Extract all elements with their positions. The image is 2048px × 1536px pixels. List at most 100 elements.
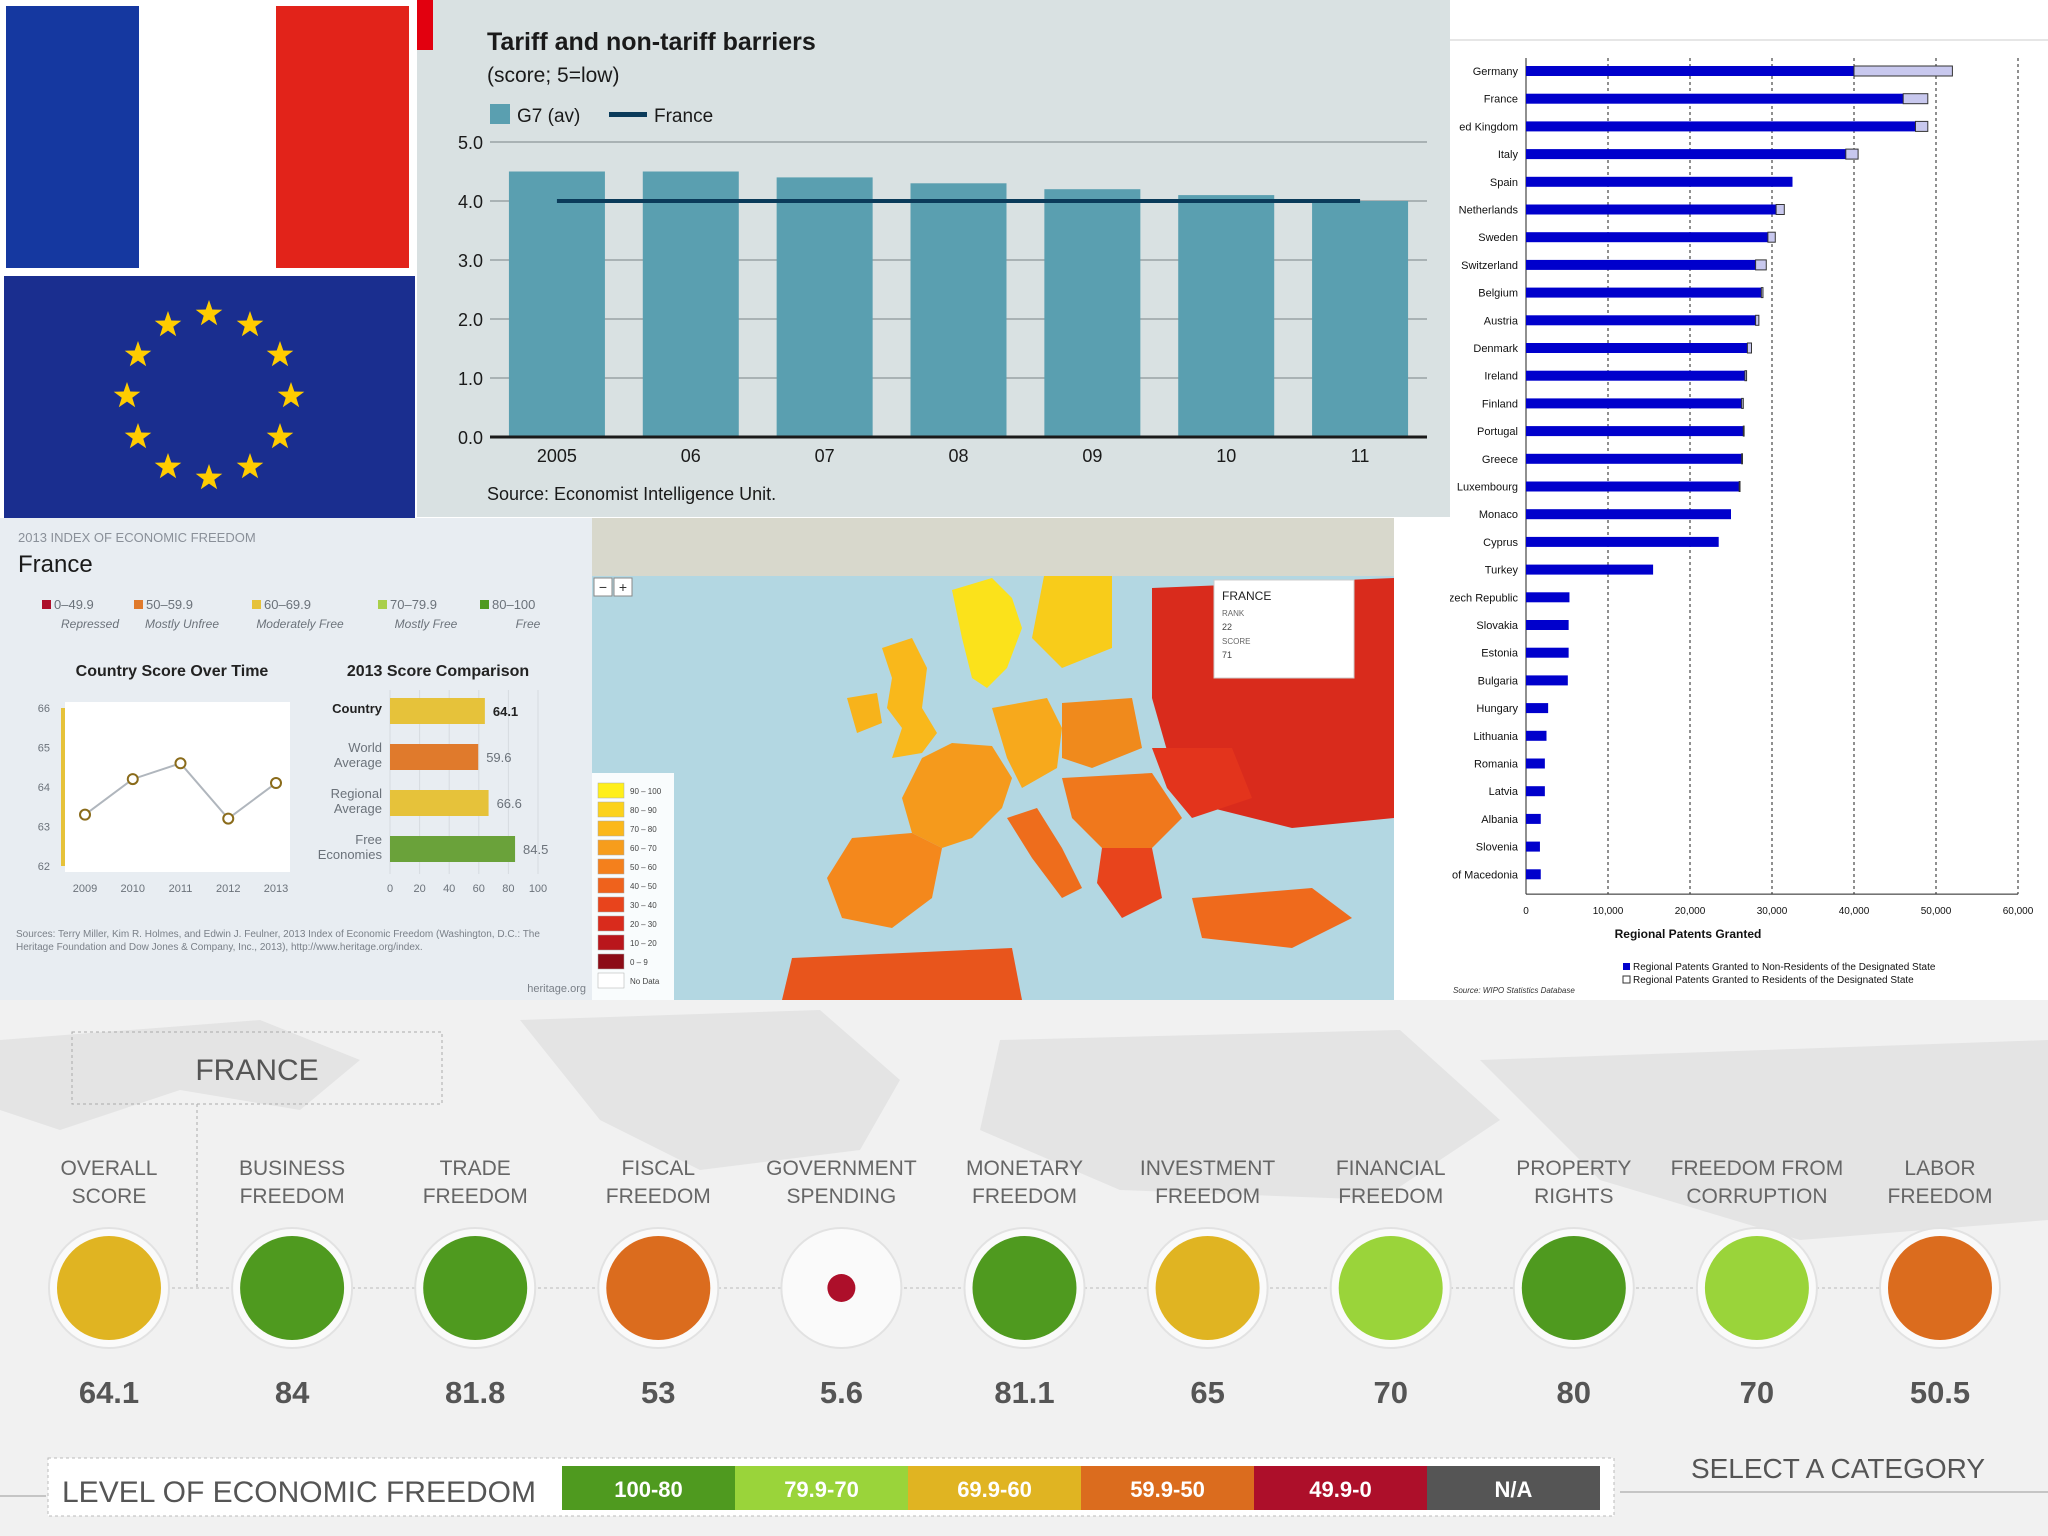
tariff-bar-g7 bbox=[508, 171, 605, 437]
level-segment-label: N/A bbox=[1495, 1477, 1533, 1502]
category-score-dot[interactable] bbox=[972, 1236, 1077, 1340]
patents-country-label: Greece bbox=[1482, 454, 1518, 466]
category-score-dot[interactable] bbox=[423, 1236, 528, 1340]
category-item[interactable]: OVERALL SCORE 64.1 bbox=[48, 1157, 170, 1410]
map-germany[interactable] bbox=[992, 698, 1062, 788]
category-item[interactable]: PROPERTY RIGHTS 80 bbox=[1512, 1157, 1635, 1410]
category-score-dot[interactable] bbox=[1155, 1236, 1260, 1340]
patents-bar-res bbox=[1744, 370, 1748, 382]
map-legend-label: 90 – 100 bbox=[630, 787, 662, 796]
heritage-legend-swatch bbox=[252, 600, 261, 609]
eu-star-icon bbox=[195, 464, 223, 490]
category-label-line2: FREEDOM bbox=[606, 1185, 711, 1208]
map-legend-swatch bbox=[597, 801, 625, 818]
category-item[interactable]: TRADE FREEDOM 81.8 bbox=[414, 1157, 537, 1410]
patents-bar-res bbox=[1755, 259, 1767, 271]
patents-bar-nonres bbox=[1526, 343, 1748, 353]
patents-legend-res-swatch bbox=[1622, 975, 1631, 984]
patents-bar-nonres bbox=[1526, 509, 1731, 520]
patents-bar-nonres bbox=[1526, 149, 1846, 160]
patents-country-label: Lithuania bbox=[1473, 731, 1519, 743]
category-score-dot[interactable] bbox=[1704, 1236, 1809, 1340]
eu-star-icon bbox=[277, 382, 305, 408]
country-title: FRANCE bbox=[195, 1054, 318, 1087]
map-iberia[interactable] bbox=[827, 833, 942, 928]
patents-country-label: Slovakia bbox=[1476, 620, 1518, 632]
tariff-xtick: 2005 bbox=[537, 446, 577, 466]
category-item[interactable]: INVESTMENT FREEDOM 65 bbox=[1140, 1157, 1276, 1410]
map-legend-label: 70 – 80 bbox=[630, 825, 657, 834]
map-zoom-in-button[interactable] bbox=[613, 577, 633, 597]
flag-blue-stripe bbox=[6, 6, 139, 268]
map-italy[interactable] bbox=[1007, 808, 1082, 898]
map-zoom-out-button[interactable] bbox=[593, 577, 613, 597]
map-legend-label: 60 – 70 bbox=[630, 844, 657, 853]
category-label-line2: FREEDOM bbox=[240, 1185, 345, 1208]
select-category-label[interactable]: SELECT A CATEGORY bbox=[1691, 1453, 1985, 1484]
category-score-dot[interactable] bbox=[1338, 1236, 1443, 1340]
patents-bar-nonres bbox=[1526, 232, 1768, 243]
tariff-subtitle: (score; 5=low) bbox=[487, 64, 619, 87]
patents-country-label: Czech Republic bbox=[1450, 592, 1518, 604]
level-segment-label: 49.9-0 bbox=[1309, 1477, 1371, 1502]
category-item[interactable]: FINANCIAL FREEDOM 70 bbox=[1329, 1157, 1452, 1410]
patents-xtick: 20,000 bbox=[1675, 906, 1706, 917]
category-score-dot[interactable] bbox=[240, 1236, 345, 1340]
eu-star-icon bbox=[266, 341, 294, 367]
patents-bar-nonres bbox=[1526, 93, 1904, 104]
patents-bar-nonres bbox=[1526, 453, 1742, 464]
line-chart-plot-bg bbox=[65, 702, 290, 872]
comparison-category-label: Country bbox=[332, 701, 383, 716]
patents-bar-nonres bbox=[1526, 841, 1540, 852]
patents-bar-nonres bbox=[1526, 564, 1654, 575]
tariff-bar-g7 bbox=[1312, 201, 1409, 437]
category-item[interactable]: GOVERNMENT SPENDING 5.6 bbox=[766, 1157, 917, 1410]
map-turkey[interactable] bbox=[1192, 888, 1352, 948]
map-central-east[interactable] bbox=[1062, 773, 1182, 848]
map-uk[interactable] bbox=[882, 638, 937, 758]
tariff-bar-g7 bbox=[1044, 189, 1141, 437]
category-score-dot[interactable] bbox=[1521, 1236, 1626, 1340]
category-item[interactable]: FREEDOM FROM CORRUPTION 70 bbox=[1671, 1157, 1844, 1410]
category-label-line1: PROPERTY bbox=[1516, 1157, 1631, 1180]
map-balkans[interactable] bbox=[1097, 848, 1162, 918]
category-score-dot[interactable] bbox=[1888, 1236, 1992, 1340]
map-finland[interactable] bbox=[1032, 576, 1112, 668]
map-france[interactable] bbox=[902, 743, 1012, 848]
level-segment bbox=[735, 1466, 908, 1510]
map-ukraine[interactable] bbox=[1152, 748, 1252, 818]
category-score-dot[interactable] bbox=[827, 1274, 856, 1302]
comparison-bar bbox=[390, 698, 485, 724]
patents-bar-res bbox=[1767, 231, 1776, 243]
patents-country-label: Italy bbox=[1498, 149, 1519, 161]
tariff-ytick: 4.0 bbox=[458, 192, 483, 212]
category-score-dot[interactable] bbox=[57, 1236, 161, 1340]
category-item[interactable]: BUSINESS FREEDOM 84 bbox=[231, 1157, 354, 1410]
patents-legend-nonres-swatch bbox=[1623, 963, 1630, 970]
patents-bar-nonres bbox=[1526, 315, 1756, 326]
category-item[interactable]: MONETARY FREEDOM 81.1 bbox=[963, 1157, 1086, 1410]
patents-chart: 0 10,000 20,000 30,000 40,000 50,000 60,000 Ger… bbox=[1450, 39, 2048, 995]
map-scandinavia[interactable] bbox=[952, 578, 1022, 688]
patents-country-label: Bulgaria bbox=[1478, 675, 1519, 687]
map-legend-swatch bbox=[597, 934, 625, 951]
category-item[interactable]: FISCAL FREEDOM 53 bbox=[597, 1157, 720, 1410]
map-ireland[interactable] bbox=[847, 693, 882, 733]
map-north-africa[interactable] bbox=[782, 948, 1022, 1000]
map-poland[interactable] bbox=[1062, 698, 1142, 768]
patents-bar-nonres bbox=[1526, 813, 1541, 824]
patents-country-label: Portugal bbox=[1477, 426, 1518, 438]
category-score-dot[interactable] bbox=[606, 1236, 711, 1340]
eu-star-icon bbox=[266, 423, 294, 449]
tariff-bar-g7 bbox=[1178, 195, 1275, 437]
patents-country-label: T F Y R of Macedonia bbox=[1450, 869, 1519, 881]
map-legend-swatch bbox=[597, 820, 625, 837]
patents-bar-nonres bbox=[1526, 121, 1916, 132]
category-item[interactable]: LABOR FREEDOM 50.5 bbox=[1879, 1157, 2001, 1410]
patents-xtick: 10,000 bbox=[1593, 906, 1624, 917]
level-segment-label: 59.9-50 bbox=[1130, 1477, 1205, 1502]
map-legend-swatch bbox=[597, 972, 625, 989]
tariff-title: Tariff and non-tariff barriers bbox=[487, 28, 816, 56]
comparison-value-label: 84.5 bbox=[523, 842, 548, 857]
patents-bar-nonres bbox=[1526, 259, 1756, 270]
